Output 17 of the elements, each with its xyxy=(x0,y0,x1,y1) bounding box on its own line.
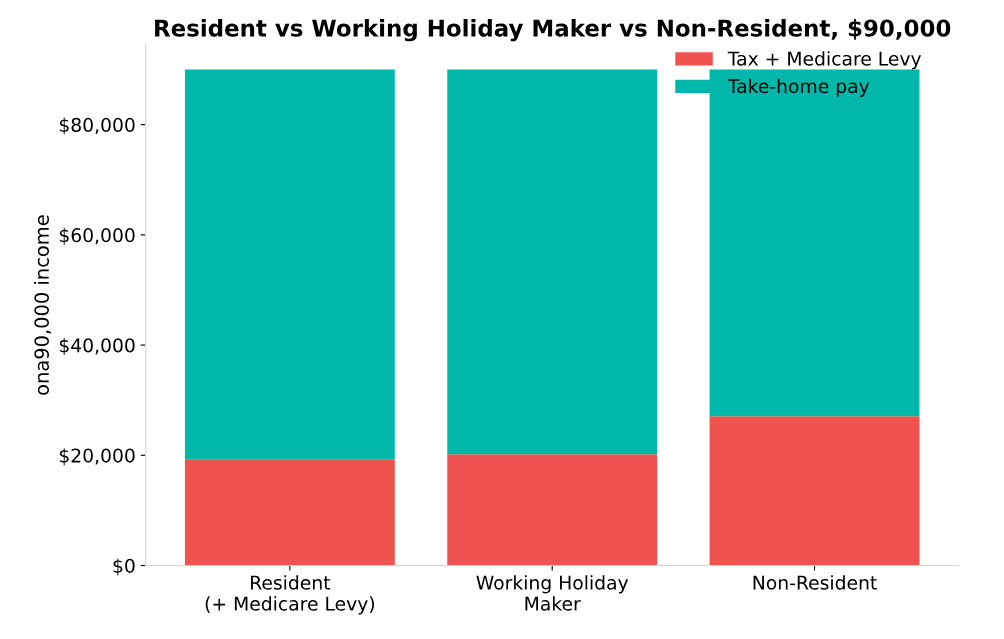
x-tick-label: Resident (+ Medicare Levy) xyxy=(205,575,375,615)
bar xyxy=(447,69,658,455)
y-tick-label: $20,000 xyxy=(59,448,135,466)
y-tick-label: $80,000 xyxy=(59,117,135,135)
bar xyxy=(184,459,395,566)
y-tick-label: $40,000 xyxy=(59,337,135,355)
chart-title: Resident vs Working Holiday Maker vs Non-Resident, $90,000 xyxy=(155,18,951,42)
x-tick-label: Working Holiday Maker xyxy=(476,575,629,611)
y-tick-label: $60,000 xyxy=(59,227,135,245)
legend-label: Tax + Medicare Levy xyxy=(727,51,922,70)
x-tick-label: Non-Resident xyxy=(753,575,877,590)
bar xyxy=(709,416,920,566)
bar xyxy=(184,69,395,460)
legend-label: Take-home pay xyxy=(727,78,870,97)
bar xyxy=(447,454,658,566)
y-tick-label: $0 xyxy=(113,558,135,576)
y-axis-title: ona90,000 income xyxy=(33,215,51,395)
